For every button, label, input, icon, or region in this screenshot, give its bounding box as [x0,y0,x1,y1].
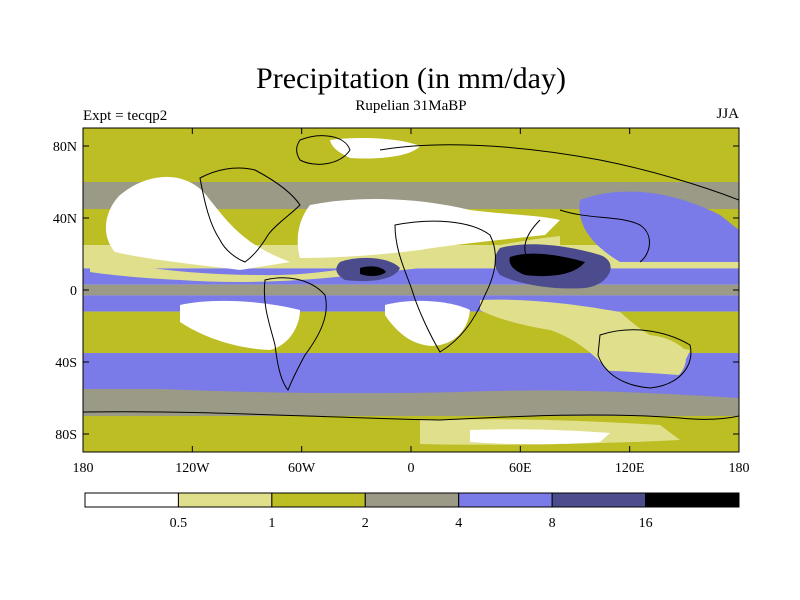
precipitation-regions [83,138,739,445]
antarctic-interior [470,429,610,445]
colorbar-label: 16 [639,516,653,531]
x-tick-label: 120W [175,461,210,476]
y-tick-label: 40S [55,356,77,371]
experiment-label: Expt = tecqp2 [83,108,167,124]
colorbar-label: 8 [549,516,556,531]
colorbar-swatch [458,492,553,508]
colorbar-swatch [645,492,740,508]
lat-band [83,128,739,182]
colorbar-swatch [84,492,179,508]
coast-antarctica [83,411,739,421]
y-tick-label: 80N [53,140,77,155]
colorbar-label: 2 [362,516,369,531]
colorbar-swatch [364,492,460,508]
colorbar-swatch [177,492,273,508]
x-tick-label: 60E [509,461,532,476]
coast-south-america [263,277,327,391]
y-tick-label: 0 [70,284,77,299]
dry-zone-south-pacific [180,300,300,350]
heavy-rain-atlantic-core [360,266,386,277]
coast-north-america [199,167,301,263]
colorbar-label: 0.5 [170,516,188,531]
colorbar-swatch [551,492,647,508]
coast-greenland [296,135,351,165]
southern-storm-track [83,362,739,398]
y-axis: 80N 40N 0 40S 80S [53,140,739,443]
y-tick-label: 40N [53,212,77,227]
lat-band [83,284,739,296]
figure-subtitle: Rupelian 31MaBP [355,98,466,114]
colorbar-swatch [271,492,366,508]
colorbar-label: 1 [268,516,275,531]
colorbar-label: 4 [455,516,462,531]
dry-zone-north-atlantic-africa [297,198,560,258]
x-tick-label: 180 [729,461,750,476]
x-axis: 180 120W 60W 0 60E 120E 180 [73,128,750,476]
figure-title: Precipitation (in mm/day) [256,62,566,95]
season-label: JJA [716,106,739,122]
precipitation-bands [83,128,739,452]
coast-australia [597,329,692,389]
x-tick-label: 180 [73,461,94,476]
coastlines [83,135,739,421]
dry-zone-north-pacific [105,176,290,270]
light-zone-north [90,236,560,283]
x-tick-label: 0 [408,461,415,476]
x-tick-label: 60W [288,461,316,476]
monsoon-east-asia [579,191,739,262]
x-tick-label: 120E [615,461,645,476]
dry-zone-south-africa [385,300,470,346]
coast-africa [394,220,496,353]
arctic-dry [330,138,420,159]
lat-band [83,389,739,416]
coast-eurasia [379,144,739,263]
precipitation-field [83,128,739,452]
colorbar: 0.5 1 2 4 8 16 [84,492,740,531]
y-tick-label: 80S [55,428,77,443]
